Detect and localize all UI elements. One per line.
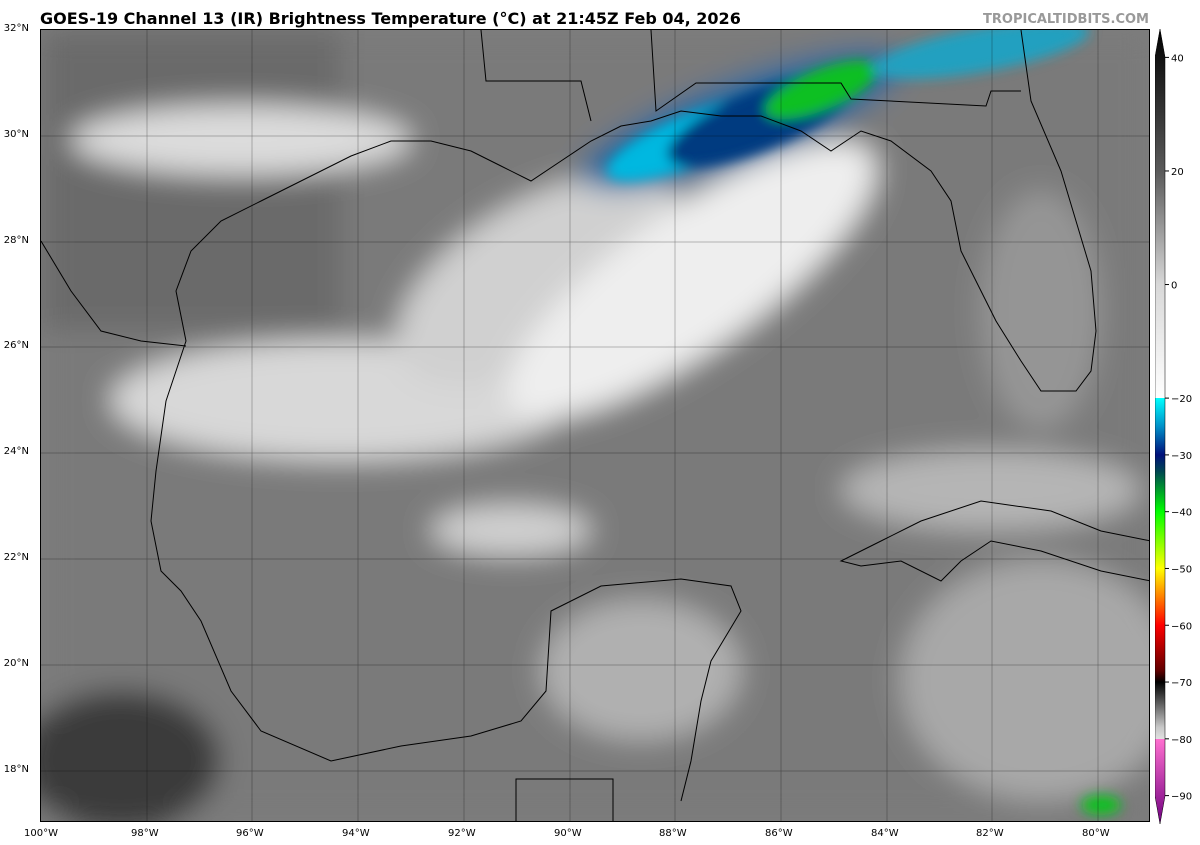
colorbar-tick-label: −30 bbox=[1171, 451, 1192, 462]
lon-label: 82°W bbox=[976, 828, 1004, 839]
colorbar-tick-label: −70 bbox=[1171, 678, 1192, 689]
brand-watermark: TROPICALTIDBITS.COM bbox=[983, 12, 1149, 27]
lat-label: 28°N bbox=[3, 235, 29, 246]
temperature-colorbar: 40 20 0 −20 −30 −40 −50 −60 −70 −80 −90 bbox=[1155, 29, 1192, 824]
colorbar-tick-label: −90 bbox=[1171, 792, 1192, 803]
lon-label: 96°W bbox=[236, 828, 264, 839]
colorbar-tick-label: −60 bbox=[1171, 621, 1192, 632]
colorbar-tick-label: −40 bbox=[1171, 508, 1192, 519]
satellite-imagery bbox=[41, 30, 1149, 821]
lon-label: 98°W bbox=[131, 828, 159, 839]
colorbar-scale bbox=[1155, 29, 1166, 824]
colorbar-tick-label: 20 bbox=[1171, 167, 1184, 178]
lat-label: 26°N bbox=[3, 340, 29, 351]
coastlines bbox=[41, 30, 1149, 821]
lat-label: 22°N bbox=[3, 552, 29, 563]
lon-label: 90°W bbox=[554, 828, 582, 839]
lon-label: 86°W bbox=[765, 828, 793, 839]
lat-label: 32°N bbox=[3, 23, 29, 34]
colorbar-tick-label: −50 bbox=[1171, 564, 1192, 575]
colorbar-tick-label: 40 bbox=[1171, 53, 1184, 64]
lon-label: 92°W bbox=[448, 828, 476, 839]
map-title: GOES-19 Channel 13 (IR) Brightness Tempe… bbox=[40, 9, 741, 28]
cold-cloud-tops bbox=[607, 30, 1121, 815]
colorbar-tick-label: 0 bbox=[1171, 281, 1177, 292]
lon-label: 84°W bbox=[871, 828, 899, 839]
colorbar-tick-label: −80 bbox=[1171, 735, 1192, 746]
lat-label: 30°N bbox=[3, 129, 29, 140]
cloud-field bbox=[41, 30, 1149, 821]
lon-label: 100°W bbox=[24, 828, 58, 839]
lat-label: 20°N bbox=[3, 658, 29, 669]
lon-label: 80°W bbox=[1082, 828, 1110, 839]
lon-label: 94°W bbox=[342, 828, 370, 839]
colorbar-tick-label: −20 bbox=[1171, 394, 1192, 405]
lat-label: 24°N bbox=[3, 446, 29, 457]
lon-label: 88°W bbox=[659, 828, 687, 839]
lat-label: 18°N bbox=[3, 764, 29, 775]
graticule bbox=[41, 30, 1149, 821]
satellite-map bbox=[40, 29, 1150, 822]
